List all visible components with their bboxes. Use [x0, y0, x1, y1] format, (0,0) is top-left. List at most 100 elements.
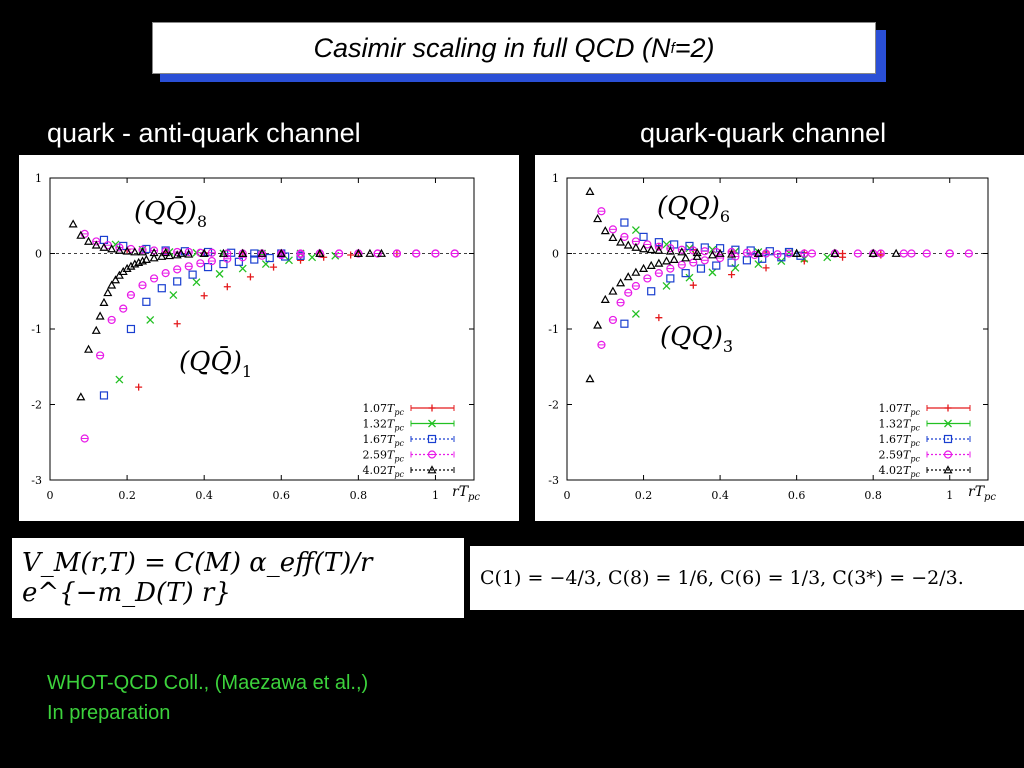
- data-point: [122, 246, 132, 255]
- x-tick-label: 0.4: [195, 489, 213, 502]
- title-tail: =2): [674, 32, 715, 63]
- x-tick-label: 1: [432, 489, 439, 502]
- legend-label-T: T: [903, 433, 912, 446]
- legend-label-sub: pc: [394, 408, 404, 417]
- data-point: [176, 248, 186, 257]
- data-point: [666, 274, 675, 283]
- data-point: [654, 258, 664, 267]
- data-point: [689, 258, 698, 267]
- data-point: [600, 294, 610, 303]
- data-point: [107, 280, 117, 289]
- data-point: [646, 244, 656, 254]
- legend-label-T: T: [387, 418, 396, 431]
- legend-label: 4.02Tpc: [363, 464, 405, 479]
- data-point: [334, 249, 344, 258]
- legend-label-sub: pc: [910, 455, 920, 464]
- data-point: [84, 236, 94, 245]
- data-point: [597, 340, 606, 349]
- data-point: [203, 247, 213, 257]
- data-point: [631, 281, 640, 291]
- data-point: [250, 255, 259, 264]
- legend-marker: [427, 465, 437, 474]
- channel-annotation: (QQ̄)8: [134, 195, 207, 231]
- x-axis-label: rTpc: [452, 484, 480, 503]
- data-point: [631, 267, 641, 276]
- data-point: [96, 351, 105, 360]
- data-point: [620, 319, 629, 328]
- channel-label-left: quark - anti-quark channel: [47, 118, 361, 148]
- data-point: [161, 247, 170, 256]
- legend-label-T: T: [903, 402, 912, 415]
- data-point: [669, 254, 679, 263]
- data-point: [412, 249, 421, 258]
- data-point: [76, 230, 86, 239]
- data-point: [830, 248, 840, 257]
- data-point: [631, 309, 640, 318]
- data-point: [839, 253, 847, 261]
- data-point: [130, 247, 140, 256]
- x-tick-label: 0.4: [711, 489, 729, 502]
- data-point: [608, 232, 618, 242]
- y-tick-label: 1: [35, 172, 42, 185]
- data-point: [76, 392, 86, 401]
- series-3: [597, 207, 973, 349]
- legend-label-T: T: [903, 464, 912, 477]
- legend-label-T: T: [387, 464, 396, 477]
- data-point: [141, 254, 151, 263]
- data-point: [308, 253, 317, 262]
- data-point: [431, 249, 440, 258]
- x-tick-label: 0.2: [635, 489, 653, 502]
- data-point: [762, 264, 770, 272]
- data-point: [689, 281, 697, 289]
- data-point: [347, 251, 355, 259]
- data-point: [169, 291, 178, 299]
- data-point: [685, 273, 694, 282]
- data-point: [164, 251, 175, 260]
- data-point: [620, 218, 629, 227]
- data-point: [115, 375, 124, 384]
- data-point: [219, 259, 228, 269]
- data-point: [643, 274, 652, 283]
- data-point: [119, 241, 128, 251]
- data-point: [677, 247, 687, 256]
- data-point: [265, 253, 274, 263]
- data-point: [192, 278, 201, 287]
- x-tick-label: 0.6: [273, 489, 291, 502]
- slide-title: Casimir scaling in full QCD (N f =2): [152, 22, 876, 74]
- data-point: [122, 263, 132, 272]
- data-point: [922, 249, 931, 258]
- potential-formula: V_M(r,T) = C(M) α_eff(T)/r e^{−m_D(T) r}: [12, 538, 464, 618]
- series-4: [585, 186, 901, 383]
- data-point: [218, 248, 228, 257]
- y-tick-label: -3: [31, 474, 42, 487]
- data-point: [114, 245, 124, 254]
- y-tick-label: -2: [548, 399, 559, 412]
- y-tick-label: 0: [35, 248, 42, 261]
- legend-label: 2.59Tpc: [363, 449, 405, 464]
- legend-label-sub: pc: [394, 424, 404, 433]
- data-point: [99, 297, 109, 306]
- data-point: [80, 434, 89, 443]
- channel-annotation: (QQ)6: [657, 192, 730, 226]
- y-tick-label: 1: [552, 172, 559, 185]
- data-point: [616, 278, 626, 287]
- chart-qq: 1 0 -1 -2 -3 0 0.2 0.4 0.6 0.8 1 rTpc (QQ)6 (QQ)3̄ 1.0…: [548, 172, 996, 503]
- data-point: [173, 265, 182, 274]
- data-point: [184, 249, 194, 258]
- data-point: [853, 249, 862, 258]
- data-point: [876, 249, 885, 258]
- data-point: [608, 286, 618, 295]
- data-point: [126, 261, 136, 270]
- data-point: [707, 250, 717, 259]
- data-point: [450, 249, 459, 258]
- data-point: [234, 257, 243, 266]
- legend-label: 1.32Tpc: [879, 418, 921, 433]
- legend-marker: [427, 434, 437, 444]
- legend-label: 1.07Tpc: [879, 402, 921, 417]
- data-point: [792, 248, 802, 257]
- data-point: [146, 315, 155, 324]
- plot-panel-qq: 1 0 -1 -2 -3 0 0.2 0.4 0.6 0.8 1 rTpc (QQ)6 (QQ)3̄ 1.0…: [535, 155, 1024, 521]
- x-axis-label-sub: pc: [984, 492, 996, 503]
- data-point: [727, 258, 736, 267]
- legend-label: 4.02Tpc: [879, 464, 921, 479]
